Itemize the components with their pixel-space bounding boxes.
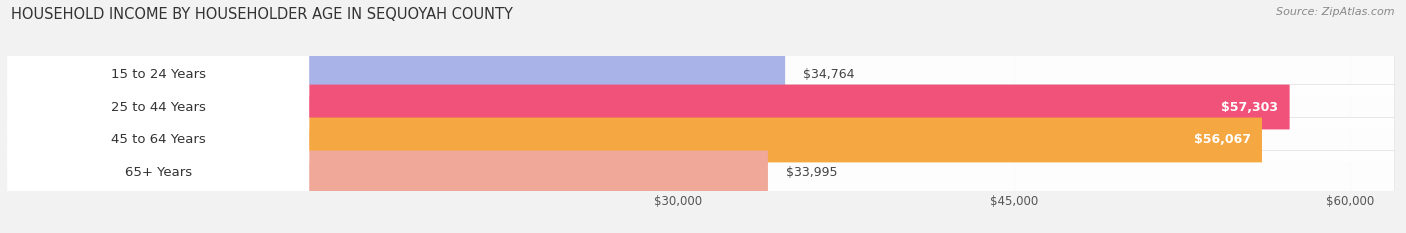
FancyBboxPatch shape [7, 151, 309, 195]
Text: 15 to 24 Years: 15 to 24 Years [111, 68, 205, 81]
FancyBboxPatch shape [7, 52, 1395, 96]
Text: $56,067: $56,067 [1194, 134, 1251, 147]
Text: Source: ZipAtlas.com: Source: ZipAtlas.com [1277, 7, 1395, 17]
FancyBboxPatch shape [7, 151, 768, 195]
FancyBboxPatch shape [7, 85, 1289, 129]
Text: 65+ Years: 65+ Years [125, 166, 191, 179]
Text: 25 to 44 Years: 25 to 44 Years [111, 100, 205, 113]
Text: $33,995: $33,995 [786, 166, 838, 179]
Text: $34,764: $34,764 [803, 68, 855, 81]
FancyBboxPatch shape [7, 118, 309, 162]
FancyBboxPatch shape [7, 85, 1395, 129]
FancyBboxPatch shape [7, 118, 1395, 162]
FancyBboxPatch shape [7, 151, 1395, 195]
FancyBboxPatch shape [7, 118, 1263, 162]
FancyBboxPatch shape [7, 52, 309, 96]
Text: 45 to 64 Years: 45 to 64 Years [111, 134, 205, 147]
FancyBboxPatch shape [7, 52, 785, 96]
Text: HOUSEHOLD INCOME BY HOUSEHOLDER AGE IN SEQUOYAH COUNTY: HOUSEHOLD INCOME BY HOUSEHOLDER AGE IN S… [11, 7, 513, 22]
Text: $57,303: $57,303 [1222, 100, 1278, 113]
FancyBboxPatch shape [7, 85, 309, 129]
